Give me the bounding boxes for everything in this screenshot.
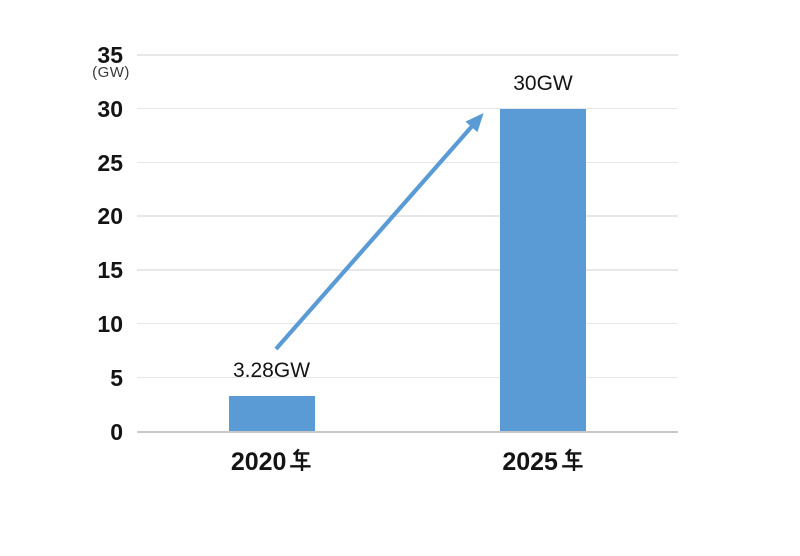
x-axis-line bbox=[137, 430, 678, 433]
gridline bbox=[137, 376, 678, 379]
y-tick-label: 0 bbox=[110, 418, 123, 445]
gridline bbox=[137, 269, 678, 271]
y-tick-label: 5 bbox=[110, 364, 123, 391]
category-label: 2020 bbox=[182, 447, 362, 477]
y-tick-label: 25 bbox=[97, 149, 123, 176]
bar-2025 bbox=[500, 108, 586, 432]
y-tick-label: 35 bbox=[97, 42, 123, 68]
y-tick-label: 15 bbox=[97, 257, 123, 284]
y-tick-label: 20 bbox=[97, 203, 123, 230]
bar-2020 bbox=[228, 396, 315, 432]
gridline bbox=[137, 161, 678, 164]
y-tick-label: 10 bbox=[97, 310, 123, 337]
category-label: 2025 bbox=[453, 447, 633, 477]
gridline bbox=[137, 215, 678, 217]
year-character-glyph bbox=[562, 448, 583, 472]
bar-data-label: 3.28GW bbox=[232, 359, 311, 383]
gridline bbox=[137, 54, 678, 56]
y-tick-label: 30 bbox=[97, 95, 123, 122]
bar-data-label: 30GW bbox=[513, 71, 573, 95]
gridline bbox=[137, 322, 678, 325]
gridline bbox=[137, 107, 678, 110]
y-axis-unit-label: (GW) bbox=[92, 64, 130, 81]
year-character-glyph bbox=[290, 448, 311, 472]
